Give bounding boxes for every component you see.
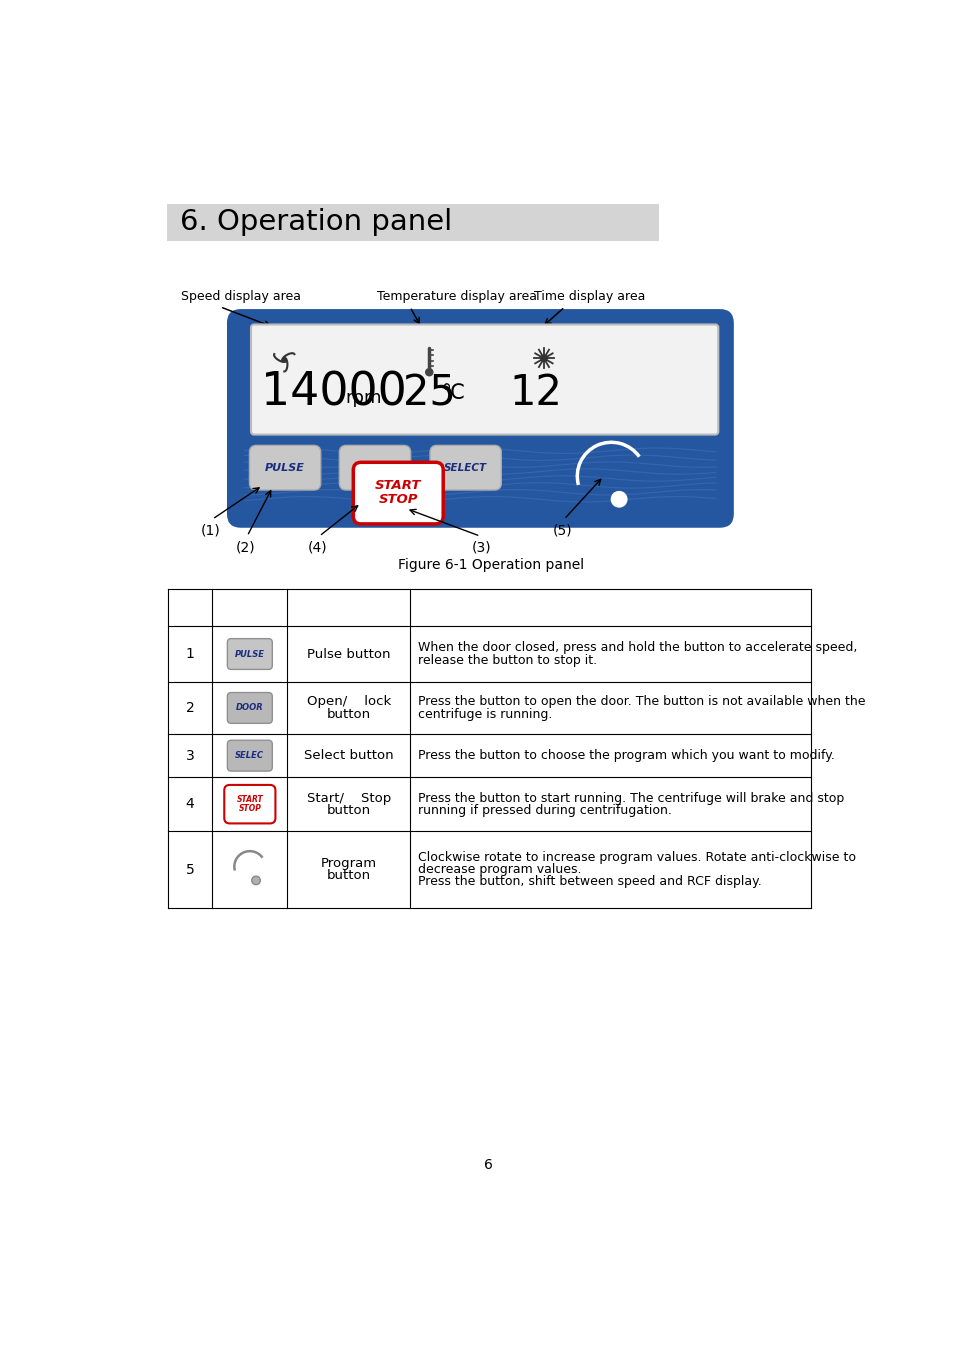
Circle shape xyxy=(424,369,433,377)
Text: 3: 3 xyxy=(186,749,194,763)
Text: (2): (2) xyxy=(235,540,255,553)
Text: Clockwise rotate to increase program values. Rotate anti-clockwise to: Clockwise rotate to increase program val… xyxy=(417,850,855,864)
Text: (5): (5) xyxy=(552,522,572,537)
FancyBboxPatch shape xyxy=(227,693,272,724)
Text: 12: 12 xyxy=(509,373,562,414)
Text: button: button xyxy=(326,707,371,721)
FancyBboxPatch shape xyxy=(249,446,320,490)
Text: Open/    lock: Open/ lock xyxy=(306,695,391,709)
Text: DOOR: DOOR xyxy=(356,463,393,472)
Text: Figure 6-1 Operation panel: Figure 6-1 Operation panel xyxy=(397,559,583,572)
Text: release the button to stop it.: release the button to stop it. xyxy=(417,653,597,667)
Text: (1): (1) xyxy=(201,522,220,537)
Text: (3): (3) xyxy=(472,540,491,553)
Text: 4: 4 xyxy=(186,798,194,811)
FancyBboxPatch shape xyxy=(251,324,718,435)
Text: 2: 2 xyxy=(186,701,194,716)
FancyBboxPatch shape xyxy=(353,462,443,524)
Text: 6: 6 xyxy=(484,1157,493,1172)
Text: PULSE: PULSE xyxy=(234,649,265,659)
Text: 25: 25 xyxy=(402,373,456,414)
Text: Speed display area: Speed display area xyxy=(181,290,301,304)
Text: (4): (4) xyxy=(308,540,327,553)
Text: Start/    Stop: Start/ Stop xyxy=(306,791,391,805)
Text: running if pressed during centrifugation.: running if pressed during centrifugation… xyxy=(417,803,671,817)
Text: START: START xyxy=(375,479,421,491)
Text: STOP: STOP xyxy=(378,493,417,506)
Text: 1: 1 xyxy=(186,647,194,662)
Text: 14000: 14000 xyxy=(261,370,406,416)
Text: STOP: STOP xyxy=(238,805,261,813)
Text: Press the button to open the door. The button is not available when the: Press the button to open the door. The b… xyxy=(417,695,864,709)
Text: Press the button to choose the program which you want to modify.: Press the button to choose the program w… xyxy=(417,749,834,763)
Text: Temperature display area: Temperature display area xyxy=(376,290,536,304)
Text: DOOR: DOOR xyxy=(235,703,263,713)
FancyBboxPatch shape xyxy=(224,784,275,824)
FancyBboxPatch shape xyxy=(430,446,500,490)
Text: SELEC: SELEC xyxy=(235,751,264,760)
Text: Select button: Select button xyxy=(303,749,393,763)
Text: SELECT: SELECT xyxy=(444,463,487,472)
Circle shape xyxy=(252,876,260,884)
Text: button: button xyxy=(326,869,371,883)
Circle shape xyxy=(282,358,286,362)
FancyBboxPatch shape xyxy=(339,446,410,490)
Text: Press the button, shift between speed and RCF display.: Press the button, shift between speed an… xyxy=(417,875,760,888)
FancyBboxPatch shape xyxy=(227,309,733,528)
Text: ℃: ℃ xyxy=(435,383,465,404)
Text: rpm: rpm xyxy=(345,389,381,408)
Text: Pulse button: Pulse button xyxy=(307,648,390,660)
Text: START: START xyxy=(236,795,263,805)
Text: 6. Operation panel: 6. Operation panel xyxy=(179,208,452,236)
Text: PULSE: PULSE xyxy=(265,463,305,472)
Text: 5: 5 xyxy=(186,863,194,876)
Text: Time display area: Time display area xyxy=(534,290,644,304)
Text: button: button xyxy=(326,803,371,817)
Text: decrease program values.: decrease program values. xyxy=(417,863,580,876)
Text: Program: Program xyxy=(320,857,376,869)
FancyBboxPatch shape xyxy=(227,639,272,670)
FancyBboxPatch shape xyxy=(227,740,272,771)
FancyBboxPatch shape xyxy=(167,204,659,240)
Text: centrifuge is running.: centrifuge is running. xyxy=(417,707,552,721)
Text: When the door closed, press and hold the button to accelerate speed,: When the door closed, press and hold the… xyxy=(417,641,856,655)
Text: Press the button to start running. The centrifuge will brake and stop: Press the button to start running. The c… xyxy=(417,791,843,805)
Circle shape xyxy=(611,491,626,508)
